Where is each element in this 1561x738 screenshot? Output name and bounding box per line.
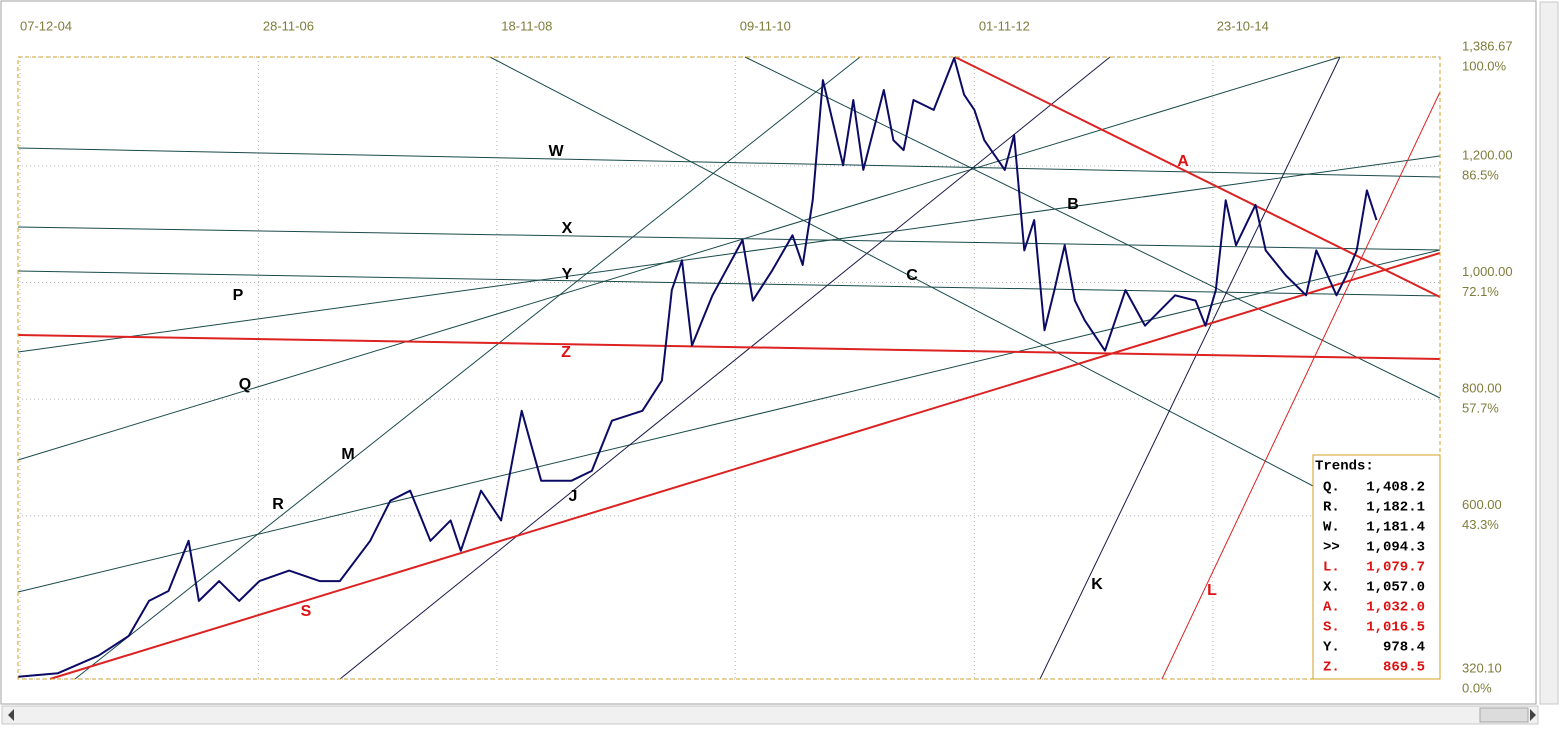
trend-name: L. [1323,560,1340,576]
annotation: C [906,267,918,284]
trend-lines [17,56,1441,680]
trend-line [49,252,1441,680]
y-tick-label: 320.10 [1462,660,1502,675]
trends-title: Trends: [1315,459,1374,475]
annotation: W [548,143,564,160]
y-tick-label: 1,000.00 [1462,264,1513,279]
annotation: J [569,488,578,505]
x-tick-label: 07-12-04 [20,18,72,33]
trend-value: 978.4 [1383,640,1425,656]
y-percent-label: 57.7% [1462,401,1499,416]
trend-line [489,56,1341,501]
y-percent-label: 0.0% [1462,680,1492,695]
trend-value: 1,408.2 [1366,480,1425,496]
horizontal-scrollbar[interactable] [1,705,1539,725]
x-tick-label: 28-11-06 [263,18,314,33]
trend-line [17,56,1341,461]
trend-name: W. [1323,520,1340,536]
annotation: L [1207,582,1217,599]
trend-line [17,155,1441,353]
scroll-thumb[interactable] [1479,707,1529,723]
plot-border [17,56,1441,680]
annotation: Q [239,376,251,393]
trend-value: 869.5 [1383,660,1425,676]
trend-value: 1,032.0 [1366,600,1425,616]
trend-line [74,56,861,680]
y-percent-label: 100.0% [1462,58,1507,73]
window-frame [0,0,1537,705]
trend-name: X. [1323,580,1340,596]
annotation: Y [562,266,573,283]
trend-name: R. [1323,500,1340,516]
annotation: B [1067,196,1079,213]
y-percent-label: 86.5% [1462,167,1499,182]
annotation: Z [561,344,571,361]
trend-name: >> [1323,540,1340,556]
trend-value: 1,094.3 [1366,540,1425,556]
trend-name: Q. [1323,480,1340,496]
trend-value: 1,016.5 [1366,620,1425,636]
trend-name: A. [1323,600,1340,616]
y-tick-label: 600.00 [1462,497,1502,512]
trend-value: 1,057.0 [1366,580,1425,596]
annotations: W X Y P Q M R S J Z A B C K L [233,143,1217,620]
trends-box [1312,454,1441,680]
x-tick-label: 01-11-12 [979,18,1030,33]
trend-line [17,334,1441,360]
annotation: R [272,496,284,513]
y-percent-label: 72.1% [1462,284,1499,299]
trend-line [17,226,1441,251]
trend-value: 1,182.1 [1366,500,1425,516]
y-tick-label: 1,386.67 [1462,38,1513,53]
trend-value: 1,181.4 [1366,520,1425,536]
trend-name: Y. [1323,640,1340,656]
trend-line [1161,91,1441,680]
annotation: M [341,446,354,463]
trend-line [17,270,1441,297]
trend-name: Z. [1323,660,1340,676]
trend-line [339,56,1111,680]
trend-name: S. [1323,620,1340,636]
x-tick-label: 23-10-14 [1217,18,1269,33]
annotation: S [301,603,312,620]
scroll-right-arrow[interactable] [1530,709,1536,721]
price-line [17,57,1378,678]
x-tick-label: 18-11-08 [501,18,552,33]
scroll-left-arrow[interactable] [8,709,14,721]
trend-line [17,249,1441,593]
trend-line [17,147,1441,178]
trends-list: Q. 1,408.2 R. 1,182.1 W. 1,181.4 >> 1,094.3 L. 1,… [1323,480,1425,676]
x-tick-label: 09-11-10 [740,18,791,33]
annotation: P [233,287,244,304]
trend-line [954,56,1441,298]
trend-line [744,56,1441,399]
trend-value: 1,079.7 [1366,560,1425,576]
vertical-scrollbar[interactable] [1539,1,1559,705]
trend-line [1039,56,1341,680]
y-percent-label: 43.3% [1462,517,1499,532]
annotation: A [1177,153,1189,170]
series-layer [17,57,1378,678]
y-tick-label: 800.00 [1462,381,1502,396]
annotation: K [1091,576,1103,593]
annotation: X [562,220,573,237]
y-tick-label: 1,200.00 [1462,147,1513,162]
